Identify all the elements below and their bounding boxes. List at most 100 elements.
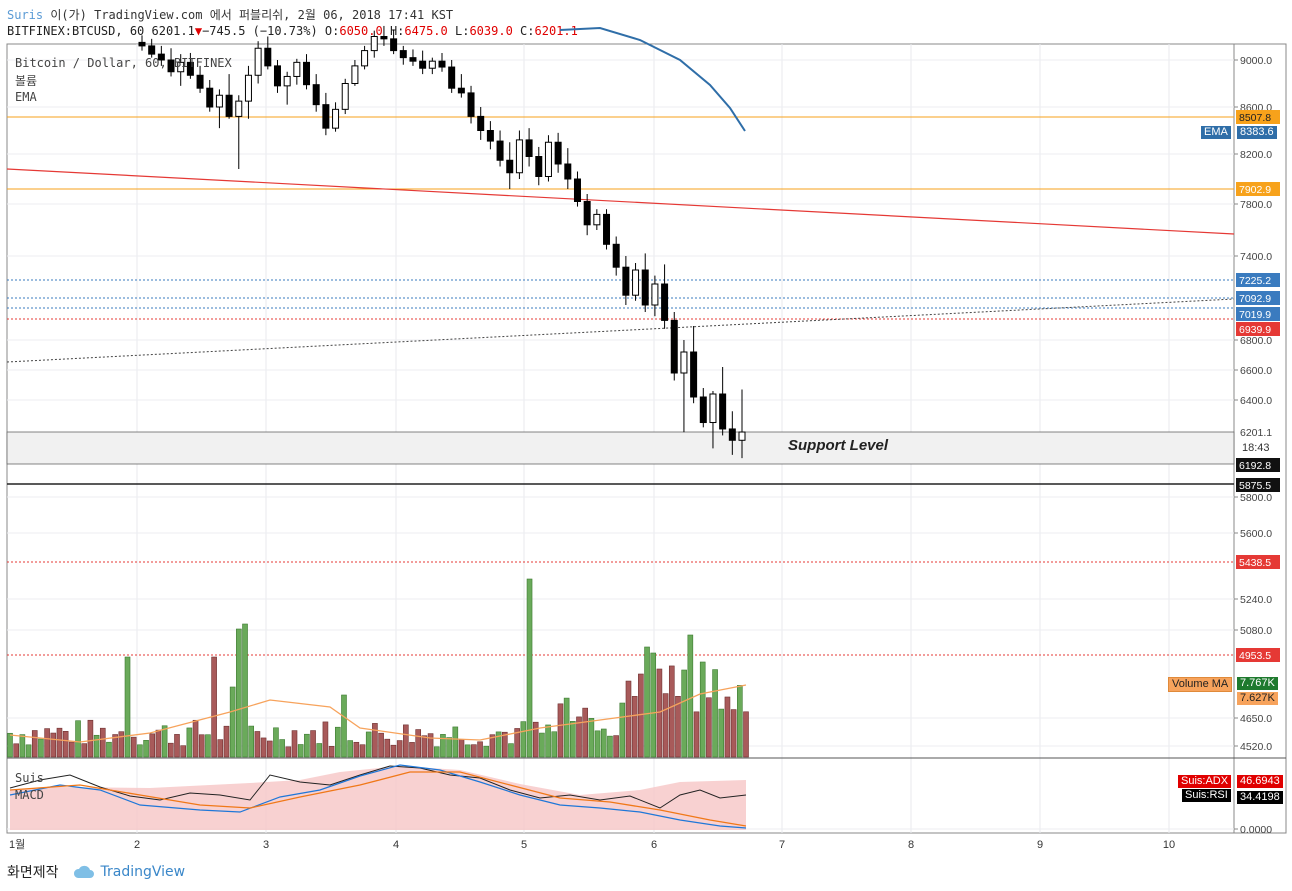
volume-bar bbox=[693, 711, 700, 758]
volume-bar bbox=[743, 711, 749, 758]
volume-bar bbox=[99, 727, 106, 758]
candle-body bbox=[303, 61, 311, 86]
level-tag-7019.9: 7019.9 bbox=[1239, 309, 1271, 321]
adx-value: 46.6943 bbox=[1237, 775, 1283, 788]
volume-ma-label: Volume MA bbox=[1168, 677, 1233, 692]
x-tick-label: 5 bbox=[521, 839, 527, 851]
volume-bar bbox=[489, 734, 496, 758]
ema-tag-value: 8383.6 bbox=[1237, 126, 1277, 139]
volume-bar bbox=[347, 740, 353, 758]
candle-body bbox=[390, 38, 398, 52]
y-tick-label: 4650.0 bbox=[1240, 713, 1272, 725]
volume-bar bbox=[526, 578, 533, 758]
volume-bar bbox=[149, 733, 156, 758]
y-tick-label: 7800.0 bbox=[1240, 199, 1272, 211]
x-tick-label: 4 bbox=[393, 839, 399, 851]
support-zone bbox=[6, 431, 1235, 465]
volume-bar bbox=[483, 745, 490, 758]
tradingview-logo[interactable]: TradingView bbox=[73, 864, 185, 880]
volume-bar bbox=[273, 727, 279, 758]
volume-bar bbox=[205, 734, 211, 758]
candle-body bbox=[670, 319, 678, 374]
volume-bar bbox=[644, 646, 650, 758]
volume-bar bbox=[396, 740, 403, 758]
volume-bar bbox=[285, 746, 292, 758]
down-arrow-icon: ▼ bbox=[194, 24, 203, 38]
y-tick-label: 8200.0 bbox=[1240, 149, 1272, 161]
volume-bar bbox=[650, 652, 657, 758]
y-tick-label: 7400.0 bbox=[1240, 251, 1272, 263]
volume-bar bbox=[464, 744, 471, 758]
level-tag-6939.9: 6939.9 bbox=[1239, 324, 1271, 336]
volume-bar bbox=[260, 737, 267, 758]
volume-bar bbox=[433, 746, 440, 758]
volume-bar bbox=[668, 665, 675, 758]
candle-body bbox=[177, 61, 185, 73]
candle-body bbox=[554, 141, 562, 165]
open-label: O: bbox=[324, 24, 340, 38]
candle-body bbox=[709, 393, 717, 424]
rsi-value: 34.4198 bbox=[1237, 791, 1283, 804]
candle-body bbox=[661, 283, 669, 321]
candle-body bbox=[738, 431, 746, 441]
candle-body bbox=[283, 75, 291, 87]
volume-bar bbox=[520, 721, 527, 758]
volume-bar bbox=[304, 733, 310, 758]
candle-body bbox=[690, 351, 698, 398]
volume-bar bbox=[378, 732, 384, 758]
volume-bar bbox=[508, 743, 514, 758]
x-tick-label: 7 bbox=[779, 839, 785, 851]
candle-body bbox=[293, 61, 301, 77]
level-tag-6192.8: 6192.8 bbox=[1239, 460, 1271, 472]
candle-body bbox=[477, 115, 485, 132]
candle-body bbox=[680, 351, 688, 374]
volume-bar bbox=[594, 730, 601, 758]
volume-bar bbox=[718, 708, 725, 758]
volume-bar bbox=[557, 703, 564, 758]
y-tick-label: 6800.0 bbox=[1240, 335, 1272, 347]
volume-bar bbox=[248, 725, 255, 758]
candle-body bbox=[438, 60, 446, 68]
volume-bar bbox=[19, 734, 26, 758]
candle-body bbox=[244, 74, 252, 102]
footer-made: 화면제작 bbox=[7, 865, 59, 881]
candle-body bbox=[651, 283, 659, 306]
candle-body bbox=[264, 47, 272, 67]
level-tag-bg bbox=[1236, 273, 1280, 287]
cloud-icon bbox=[73, 865, 94, 878]
y-tick-label: 6600.0 bbox=[1240, 365, 1272, 377]
volume-bar bbox=[607, 735, 613, 758]
volume-bar bbox=[582, 707, 588, 758]
volume-bar bbox=[675, 695, 681, 758]
volume-bar bbox=[297, 744, 304, 758]
volume-bar bbox=[390, 744, 397, 758]
level-tag-5438.5: 5438.5 bbox=[1239, 557, 1271, 569]
volume-bar bbox=[75, 720, 81, 758]
volume-bar bbox=[446, 737, 452, 758]
volume-bar bbox=[440, 734, 446, 758]
x-tick-label: 6 bbox=[651, 839, 657, 851]
open-value: 6050.0 bbox=[339, 24, 383, 38]
volume-bar bbox=[56, 727, 63, 758]
volume-bar bbox=[501, 731, 508, 758]
candle-body bbox=[225, 94, 233, 117]
legend-osc-name: Suis bbox=[15, 771, 44, 785]
volume-bar bbox=[38, 738, 44, 758]
candle-body bbox=[361, 50, 369, 67]
symbol-text: BITFINEX:BTCUSD, 60 6201.1 bbox=[7, 24, 195, 38]
author-name[interactable]: Suris bbox=[7, 8, 44, 22]
x-tick-label: 8 bbox=[908, 839, 914, 851]
candle-body bbox=[515, 139, 523, 174]
support-level-label: Support Level bbox=[788, 437, 889, 454]
volume-bar bbox=[458, 739, 465, 758]
level-tag-bg bbox=[1236, 322, 1280, 336]
legend-ema: EMA bbox=[15, 90, 37, 104]
candle-body bbox=[525, 139, 533, 157]
volume-bar bbox=[50, 732, 57, 758]
volume-bar bbox=[625, 680, 632, 758]
y-tick-label: 5240.0 bbox=[1240, 594, 1272, 606]
candle-body bbox=[351, 65, 359, 84]
level-tag-bg bbox=[1236, 555, 1280, 569]
volume-bar bbox=[452, 726, 459, 758]
